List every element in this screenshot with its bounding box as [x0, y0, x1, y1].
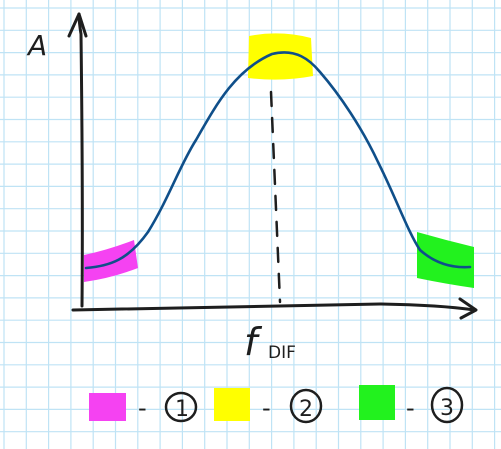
legend-item-2: - 2	[214, 388, 323, 424]
legend-label-1: 1	[175, 397, 189, 422]
response-curve	[84, 51, 472, 270]
legend-swatch-1	[89, 393, 126, 421]
legend: - 1 - 2 - 3	[89, 385, 464, 424]
legend-circle-2	[289, 388, 323, 424]
legend-circle-3	[430, 386, 464, 424]
y-axis-label: A	[26, 29, 47, 62]
x-axis-subscript: DIF	[268, 343, 296, 363]
resonance-dashed-line	[269, 90, 282, 304]
y-axis-arrowhead	[67, 12, 88, 38]
legend-swatch-2	[214, 388, 250, 421]
legend-dash-2: -	[262, 394, 271, 422]
legend-item-1: - 1	[89, 391, 198, 423]
legend-swatch-3	[359, 385, 395, 420]
legend-circle-1	[164, 391, 198, 423]
highlight-region-2	[248, 33, 313, 80]
legend-dash-3: -	[406, 394, 415, 422]
legend-label-2: 2	[299, 397, 313, 422]
legend-item-3: - 3	[359, 385, 464, 424]
highlight-region-1	[84, 240, 138, 282]
legend-label-3: 3	[440, 396, 454, 421]
highlight-region-3	[417, 232, 474, 288]
x-axis-arrowhead	[458, 297, 478, 320]
axes	[67, 12, 478, 320]
x-axis	[71, 302, 476, 312]
y-axis	[77, 12, 84, 308]
highlight-regions	[84, 33, 474, 288]
legend-dash-1: -	[138, 394, 147, 422]
